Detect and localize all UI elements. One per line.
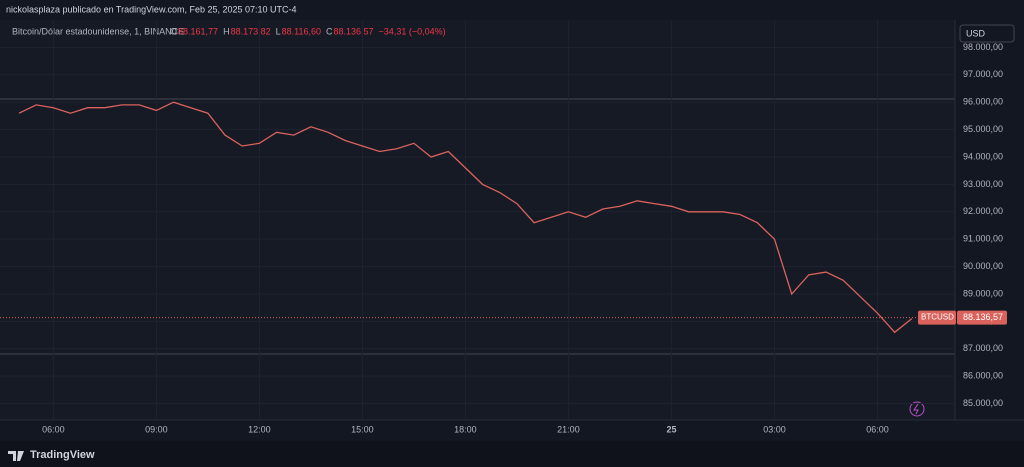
currency-label: USD	[966, 28, 986, 38]
symbol-label: BTCUSD	[921, 313, 954, 322]
symbol-tag	[918, 310, 956, 325]
ohlc-value: 88.136,57	[334, 26, 374, 36]
ohlc-key: L	[276, 26, 281, 36]
ohlc-key: O	[170, 26, 177, 36]
alert-icon[interactable]	[909, 401, 925, 417]
attribution: nickolasplaza publicado en TradingView.c…	[6, 4, 297, 14]
ohlc-value: 88.161,77	[178, 26, 218, 36]
y-tick-label: 92.000,00	[963, 206, 1003, 216]
brand: TradingView	[30, 449, 95, 461]
alert-bolt	[913, 403, 919, 415]
x-tick-label: 03:00	[763, 424, 786, 434]
change: −34,31 (−0,04%)	[379, 26, 446, 36]
y-tick-label: 95.000,00	[963, 124, 1003, 134]
ohlc-key: H	[223, 26, 230, 36]
x-tick-label: 18:00	[454, 424, 477, 434]
y-tick-label: 87.000,00	[963, 343, 1003, 353]
y-tick-label: 94.000,00	[963, 151, 1003, 161]
y-tick-label: 97.000,00	[963, 69, 1003, 79]
price-tag	[957, 310, 1007, 325]
y-tick-label: 86.000,00	[963, 371, 1003, 381]
ohlc-key: C	[326, 26, 333, 36]
y-tick-label: 96.000,00	[963, 97, 1003, 107]
x-tick-label: 12:00	[248, 424, 271, 434]
currency-button[interactable]	[959, 24, 1015, 43]
ohlc-value: 88.173,82	[231, 26, 271, 36]
y-tick-label: 89.000,00	[963, 288, 1003, 298]
x-tick-label: 21:00	[557, 424, 580, 434]
ohlc-value: 88.116,60	[282, 26, 321, 36]
x-tick-label: 15:00	[351, 424, 374, 434]
logo-mark	[8, 451, 24, 461]
footer	[0, 441, 1024, 467]
price-line	[18, 101, 913, 334]
x-tick-label: 06:00	[42, 424, 65, 434]
y-tick-label: 91.000,00	[963, 234, 1003, 244]
x-tick-label: 09:00	[145, 424, 168, 434]
price-label: 88.136,57	[963, 312, 1003, 322]
y-tick-label: 93.000,00	[963, 179, 1003, 189]
x-tick-label: 25	[666, 424, 676, 434]
plot-area	[0, 20, 955, 420]
x-tick-label: 06:00	[866, 424, 889, 434]
instrument: Bitcoin/Dólar estadounidense, 1, BINANCE	[12, 26, 184, 36]
y-tick-label: 90.000,00	[963, 261, 1003, 271]
ohlc-legend: O 88.161,77 H 88.173,82 L 88.116,60 C 88.136,57…	[170, 26, 446, 36]
y-tick-label: 85.000,00	[963, 398, 1003, 408]
y-tick-label: 98.000,00	[963, 42, 1003, 52]
